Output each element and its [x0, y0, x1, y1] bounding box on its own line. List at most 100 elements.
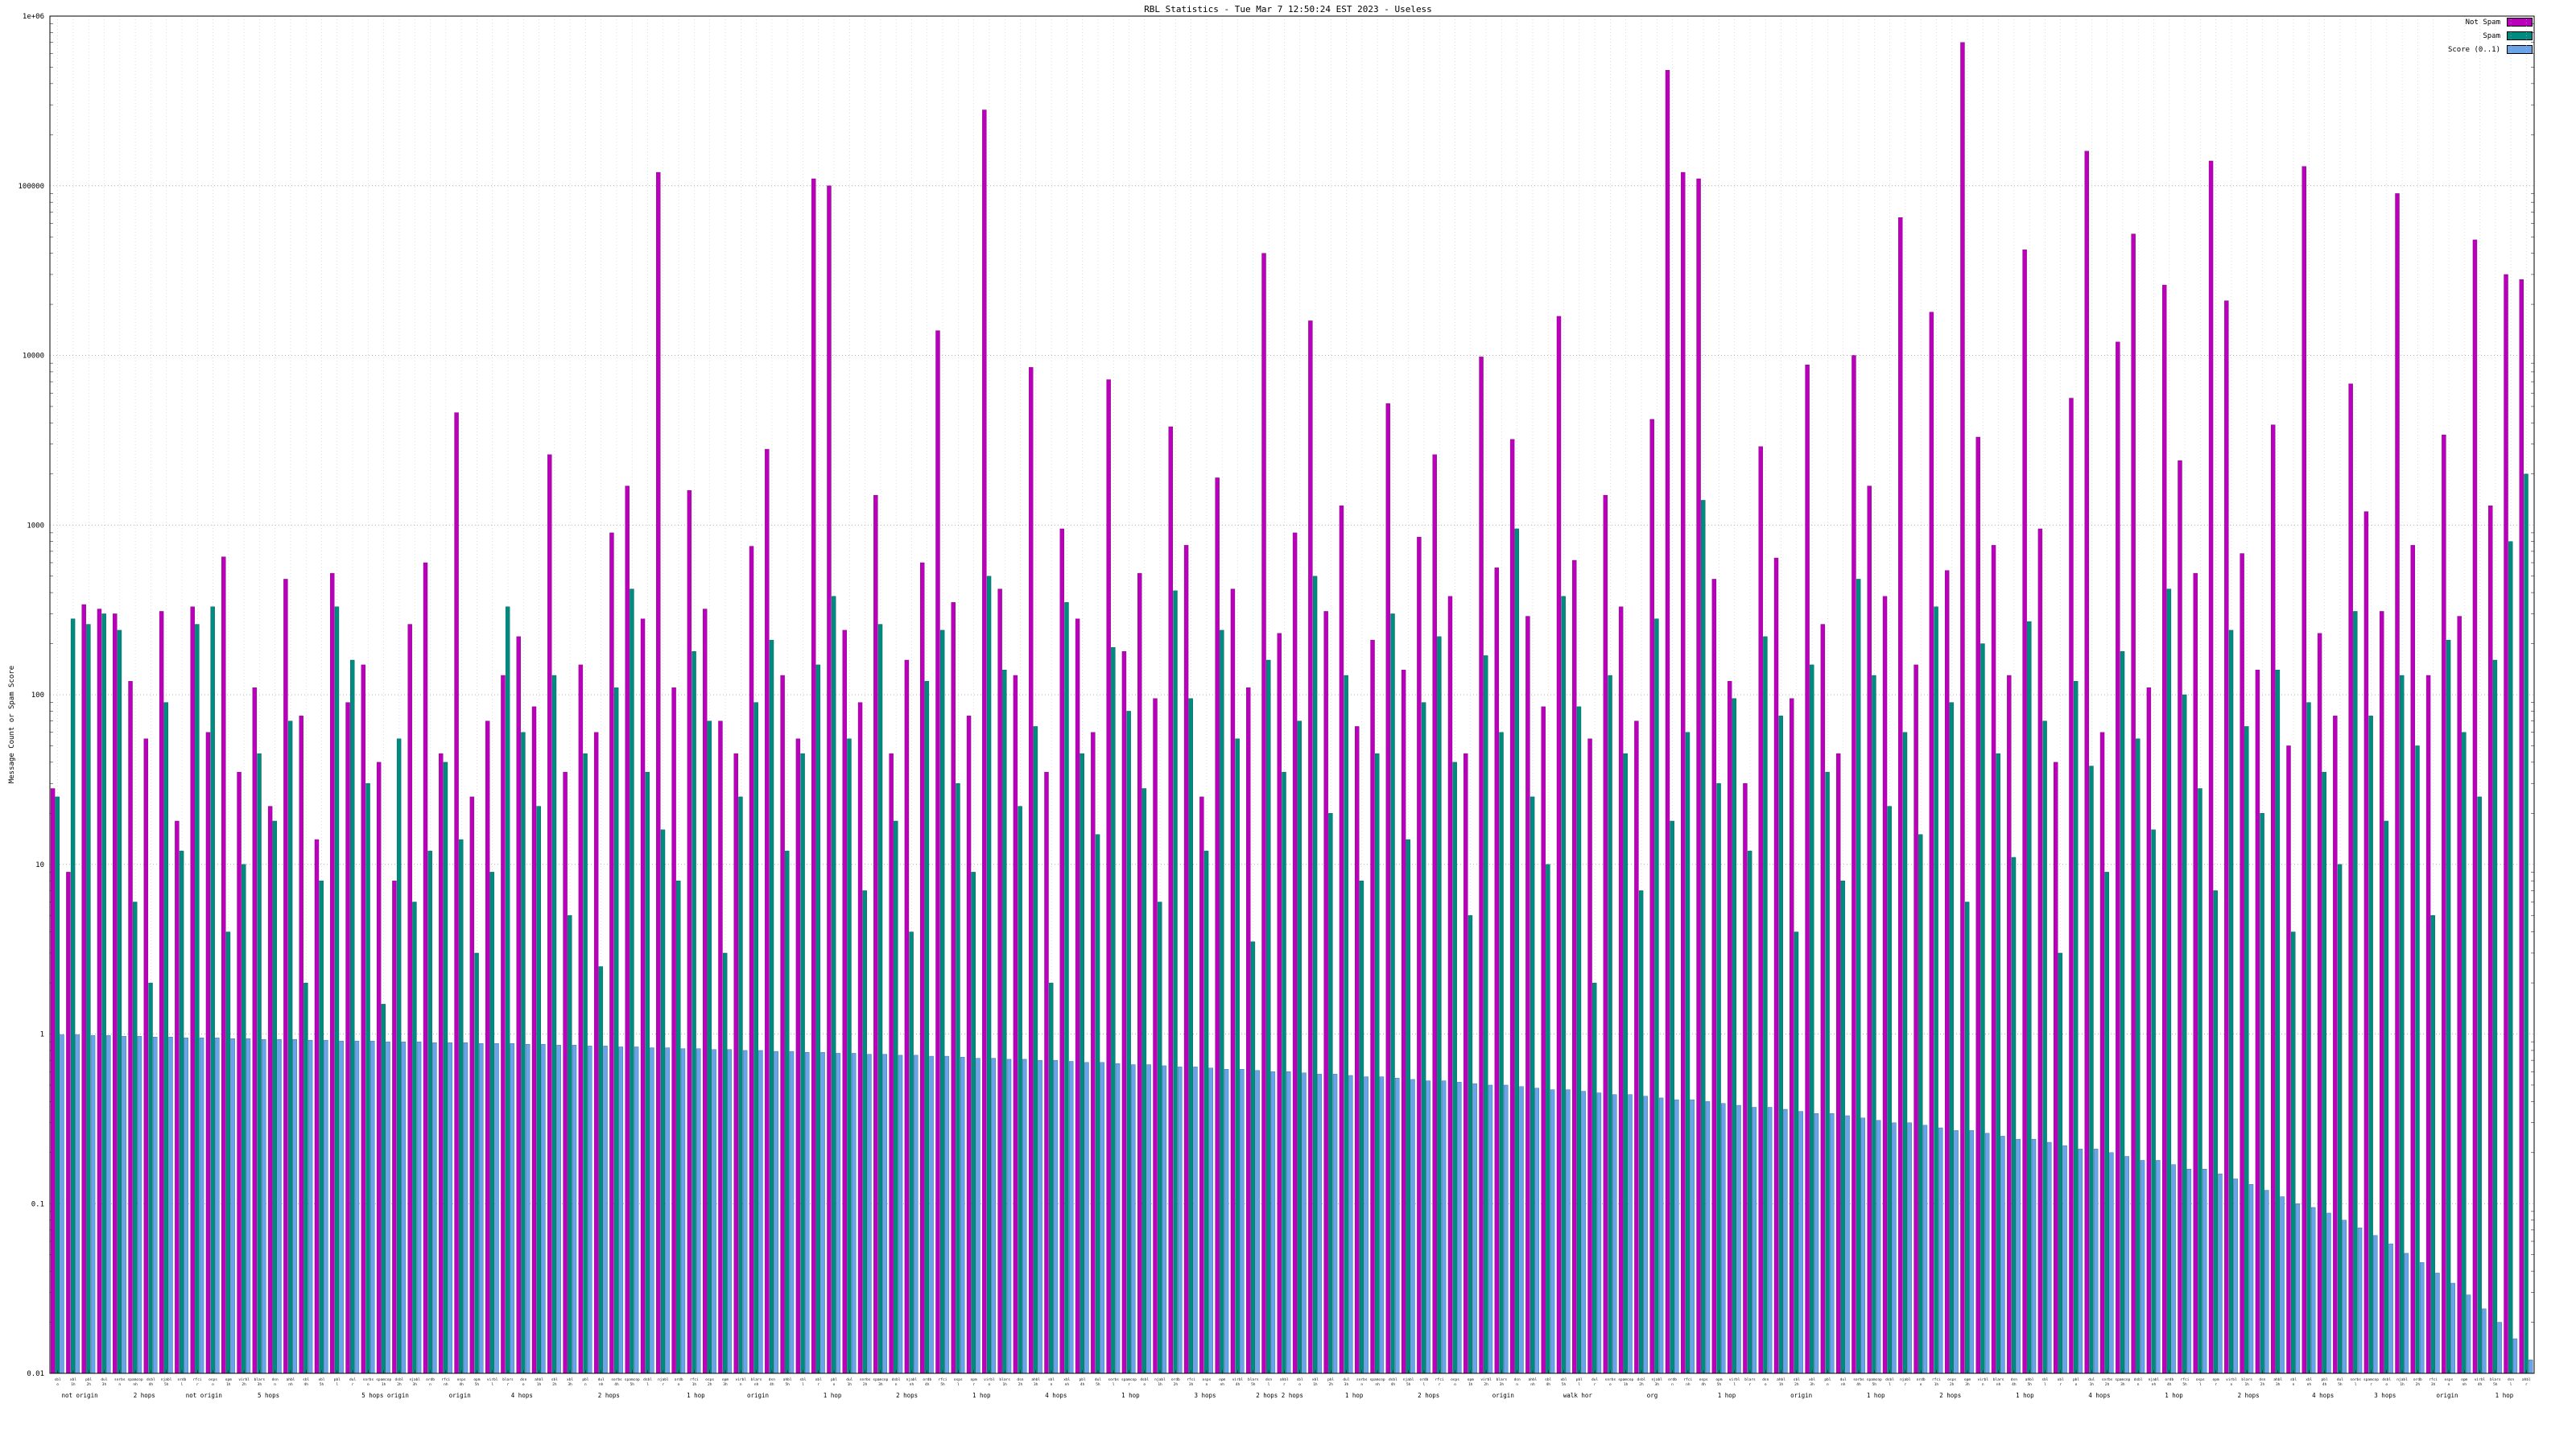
- x-tick-label-2: nh: [1375, 1382, 1380, 1387]
- bar-score-0-1: [184, 1037, 188, 1374]
- bar-score-0-1: [2280, 1196, 2285, 1374]
- bar-spam: [163, 702, 169, 1374]
- bar-spam: [1530, 796, 1535, 1374]
- bar-not-spam: [2442, 435, 2446, 1374]
- bar-not-spam: [1852, 355, 1856, 1374]
- x-tick-label: ordb: [2413, 1377, 2422, 1382]
- bar-score-0-1: [1922, 1125, 1928, 1374]
- bar-not-spam: [671, 687, 676, 1374]
- x-tick-label: xbl: [815, 1377, 822, 1382]
- bar-spam: [1980, 643, 1985, 1374]
- x-tick-label: opm: [225, 1378, 232, 1382]
- legend-item-spam: Spam: [2483, 31, 2533, 40]
- bar-spam: [1794, 931, 1799, 1374]
- bar-not-spam: [1960, 42, 1965, 1374]
- x-tick-label-2: 5h: [2182, 1382, 2187, 1387]
- bar-score-0-1: [1100, 1062, 1104, 1374]
- x-tick-label: spamcop: [1867, 1378, 1882, 1382]
- legend-label-spam: Spam: [2483, 31, 2500, 40]
- bar-score-0-1: [416, 1041, 422, 1374]
- bar-score-0-1: [2512, 1338, 2518, 1374]
- x-tick-label: sbl: [1048, 1377, 1055, 1382]
- bar-not-spam: [345, 702, 350, 1374]
- bar-score-0-1: [2156, 1160, 2161, 1374]
- x-tick-label-2: nh: [444, 1382, 448, 1387]
- bar-spam: [101, 613, 106, 1374]
- x-tick-label-2: o: [2075, 1383, 2078, 1387]
- bar-not-spam: [2271, 424, 2276, 1374]
- bar-score-0-1: [2310, 1207, 2316, 1374]
- x-tick-label: osps: [1947, 1378, 1956, 1382]
- bar-score-0-1: [2388, 1243, 2393, 1374]
- x-tick-label-2: o: [1609, 1383, 1612, 1387]
- bar-spam: [986, 576, 992, 1374]
- bar-not-spam: [1773, 557, 1779, 1374]
- bar-score-0-1: [1907, 1122, 1912, 1374]
- bar-not-spam: [935, 330, 940, 1374]
- bar-spam: [568, 914, 572, 1374]
- y-tick-label: 10: [35, 861, 44, 869]
- bar-spam: [1561, 596, 1566, 1374]
- bar-not-spam: [1991, 545, 1996, 1374]
- x-tick-label: pbl: [831, 1377, 837, 1382]
- y-tick-label: 100: [31, 691, 44, 700]
- x-tick-label: rfci: [2429, 1377, 2438, 1382]
- bar-not-spam: [2504, 274, 2508, 1374]
- bar-score-0-1: [1892, 1122, 1897, 1374]
- bar-spam: [1747, 850, 1752, 1374]
- x-tick-label-2: nh: [1686, 1382, 1690, 1387]
- bar-not-spam: [113, 613, 118, 1374]
- bar-spam: [1872, 675, 1876, 1374]
- x-tick-label-2: l: [1423, 1382, 1426, 1387]
- bar-score-0-1: [137, 1036, 142, 1374]
- x-tick-label: sorbs: [860, 1377, 871, 1382]
- bar-spam: [1375, 753, 1380, 1374]
- bar-spam: [2430, 914, 2435, 1374]
- bar-score-0-1: [292, 1038, 297, 1374]
- x-tick-label: osps: [457, 1378, 466, 1382]
- x-tick-label: rfci: [1187, 1377, 1195, 1382]
- x-tick-label: pbl: [2322, 1377, 2328, 1382]
- bar-not-spam: [2161, 284, 2167, 1374]
- bar-spam: [2353, 611, 2358, 1374]
- bar-score-0-1: [1767, 1107, 1773, 1374]
- x-tick-label-2: o: [1920, 1383, 1922, 1387]
- x-tick-label: dsbl: [2134, 1377, 2143, 1382]
- x-tick-label-2: nh: [133, 1382, 138, 1387]
- bar-not-spam: [2208, 160, 2214, 1374]
- bar-score-0-1: [230, 1038, 235, 1374]
- bar-score-0-1: [2435, 1273, 2440, 1374]
- bar-spam: [1126, 711, 1131, 1374]
- x-tick-label-2: l: [1889, 1382, 1891, 1387]
- bar-not-spam: [97, 609, 102, 1374]
- x-tick-label-2: 1h: [1624, 1382, 1629, 1387]
- bar-not-spam: [1509, 439, 1515, 1374]
- x-tick-label-2: 1h: [1779, 1382, 1784, 1387]
- x-tick-label: opm: [2213, 1378, 2219, 1382]
- bar-spam: [1033, 726, 1038, 1374]
- bar-not-spam: [1013, 675, 1018, 1374]
- bar-spam: [1220, 630, 1224, 1374]
- bar-score-0-1: [929, 1055, 934, 1374]
- x-tick-label: dul: [1095, 1377, 1101, 1382]
- bar-score-0-1: [1504, 1084, 1509, 1374]
- bar-score-0-1: [1830, 1113, 1835, 1374]
- bar-score-0-1: [2093, 1149, 2099, 1374]
- x-tick-label-2: 2h: [87, 1382, 92, 1387]
- bar-spam: [2089, 766, 2094, 1374]
- bar-not-spam: [1929, 312, 1934, 1374]
- bar-spam: [894, 820, 898, 1374]
- bar-spam: [1484, 655, 1488, 1374]
- bar-spam: [2290, 931, 2296, 1374]
- bar-spam: [613, 687, 619, 1374]
- x-tick-label: dsn: [2011, 1377, 2017, 1382]
- bar-not-spam: [1137, 572, 1142, 1374]
- x-group-label: 5 hops origin: [361, 1392, 409, 1399]
- bar-score-0-1: [1364, 1076, 1368, 1374]
- bar-spam: [396, 738, 402, 1374]
- bar-score-0-1: [2295, 1203, 2301, 1374]
- bar-score-0-1: [463, 1042, 469, 1374]
- bar-not-spam: [1634, 720, 1639, 1374]
- x-tick-label-2: l: [491, 1382, 493, 1387]
- x-tick-label-2: 4h: [149, 1382, 154, 1387]
